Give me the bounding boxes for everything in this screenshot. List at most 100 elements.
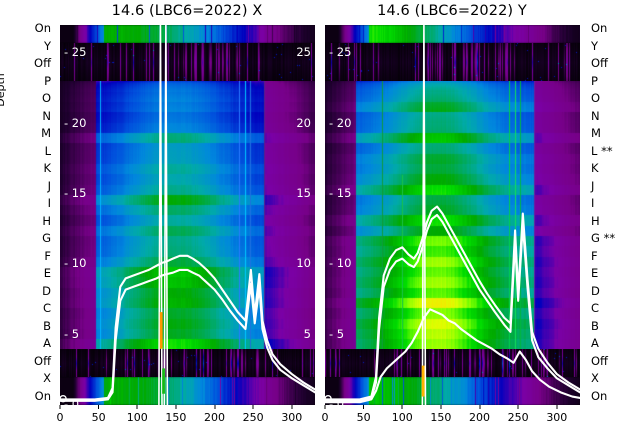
xtick-100: 100: [127, 405, 148, 424]
xtick-250: 250: [508, 405, 529, 424]
axis-letter-left-9: J: [47, 178, 51, 193]
xtick-300: 300: [281, 405, 302, 424]
axis-letter-left-11: H: [42, 213, 51, 228]
axis-letter-left-19: Off: [34, 353, 51, 368]
band-main-spectrogram-right: [325, 81, 580, 349]
trace-overlay-right: [325, 25, 580, 405]
xtick-0: 0: [322, 405, 329, 424]
origin-marker: [60, 394, 67, 403]
axis-letter-left-20: X: [43, 371, 51, 386]
axis-letter-left-13: F: [44, 248, 51, 263]
axis-letter-left-4: O: [41, 91, 51, 106]
axis-letter-left-16: C: [42, 301, 51, 316]
xtick-0: 0: [57, 405, 64, 424]
marker-green: [162, 368, 165, 394]
axis-letter-right-1: Y: [591, 38, 599, 53]
marker-orange-yellow: [421, 365, 425, 397]
axis-letter-right-17: B: [591, 318, 599, 333]
inner-ytick-25: - 25: [329, 45, 352, 60]
trace-overlay-left: [60, 25, 315, 405]
panel-title-left: 14.6 (LBC6=2022) X: [111, 3, 263, 19]
axis-letter-left-6: M: [41, 126, 51, 141]
axis-letter-right-13: F: [591, 248, 598, 263]
axis-letter-right-7: L **: [591, 143, 613, 158]
spike-column-130: [158, 25, 163, 405]
xtick-250: 250: [243, 405, 264, 424]
axis-letter-right-8: K: [591, 161, 599, 176]
axis-letter-left-17: B: [43, 318, 51, 333]
axis-letter-right-18: A: [591, 336, 599, 351]
inner-ytick-20: - 20: [64, 115, 87, 130]
axis-letter-left-1: Y: [43, 38, 51, 53]
axis-letter-left-2: Off: [34, 56, 51, 71]
axis-letter-right-16: C: [591, 301, 600, 316]
inner-ytick-right-20: 20: [296, 115, 311, 130]
axis-letter-right-14: E: [591, 266, 599, 281]
inner-ytick-10: - 10: [64, 256, 87, 271]
inner-ytick-5: - 5: [329, 326, 345, 341]
inner-ytick-20: - 20: [329, 115, 352, 130]
marker-orange-yellow: [159, 312, 163, 349]
axis-letter-left-14: E: [43, 266, 51, 281]
trace-mid-Y: [325, 213, 580, 402]
axis-letter-left-7: L: [44, 143, 51, 158]
inner-ytick-15: - 15: [64, 185, 87, 200]
axis-letter-right-12: G **: [591, 231, 616, 246]
axis-letter-right-6: M: [591, 126, 601, 141]
inner-ytick-right-25: 25: [296, 45, 311, 60]
axis-letter-right-5: N: [591, 108, 600, 123]
spike-column-137: [163, 25, 169, 405]
trace-upper-Y: [325, 205, 580, 401]
axis-letter-left-3: P: [44, 73, 51, 88]
origin-marker: [325, 394, 332, 403]
axis-letter-right-9: J: [591, 178, 595, 193]
trace-lower-X: [60, 268, 315, 402]
band-top-spectrum-left: [60, 25, 315, 43]
trace-lower-Y: [325, 308, 580, 404]
axis-letter-left-5: N: [42, 108, 51, 123]
axis-letter-left-12: G: [42, 231, 51, 246]
heatmap-panel-x[interactable]: - 25 - 20 - 15 - 10 - 5 - 0 25 20 15 10 5: [60, 25, 315, 405]
xtick-150: 150: [430, 405, 451, 424]
band-top-spectrum-right: [325, 25, 580, 43]
y-axis-letters-left: On Y Off P O N M L K J I H G F E D C B A Off X On: [0, 21, 55, 405]
xtick-50: 50: [357, 405, 371, 424]
axis-letter-left-21: On: [34, 389, 51, 403]
axis-letter-right-4: O: [591, 91, 601, 106]
xtick-300: 300: [546, 405, 567, 424]
axis-letter-right-19: Off: [591, 353, 608, 368]
x-axis-right: 0 50 100 150 200 250 300: [322, 405, 580, 437]
inner-ytick-25: - 25: [64, 45, 87, 60]
inner-ytick-10: - 10: [329, 256, 352, 271]
spike-column-128: [421, 25, 427, 405]
band-dark-upper-right: [325, 43, 580, 81]
axis-letter-left-15: D: [42, 283, 51, 298]
band-dark-upper-left: [60, 43, 315, 81]
xtick-200: 200: [469, 405, 490, 424]
band-main-spectrogram-left: [60, 81, 315, 349]
xtick-100: 100: [392, 405, 413, 424]
axis-letter-left-0: On: [34, 21, 51, 35]
axis-letter-right-2: Off: [591, 56, 608, 71]
axis-letter-right-10: I: [591, 196, 595, 211]
xtick-150: 150: [165, 405, 186, 424]
inner-ytick-15: - 15: [329, 185, 352, 200]
axis-letter-right-3: P: [591, 73, 598, 88]
inner-ytick-right-15: 15: [296, 185, 311, 200]
xtick-50: 50: [92, 405, 106, 424]
axis-letter-right-11: H: [591, 213, 600, 228]
axis-letter-right-21: On: [591, 389, 608, 403]
axis-letter-right-0: On: [591, 21, 608, 35]
trace-upper-X: [60, 254, 315, 401]
axis-letter-right-15: D: [591, 283, 600, 298]
axis-letter-left-18: A: [43, 336, 51, 351]
inner-ytick-right-10: 10: [296, 256, 311, 271]
panel-title-right: 14.6 (LBC6=2022) Y: [377, 3, 527, 19]
axis-letter-left-8: K: [43, 161, 51, 176]
axis-letter-left-10: I: [47, 196, 51, 211]
xtick-200: 200: [204, 405, 225, 424]
inner-ytick-5: - 5: [64, 326, 80, 341]
inner-ytick-0: - 0: [329, 397, 345, 405]
heatmap-panel-y[interactable]: - 25 - 20 - 15 - 10 - 5 - 0: [325, 25, 580, 405]
